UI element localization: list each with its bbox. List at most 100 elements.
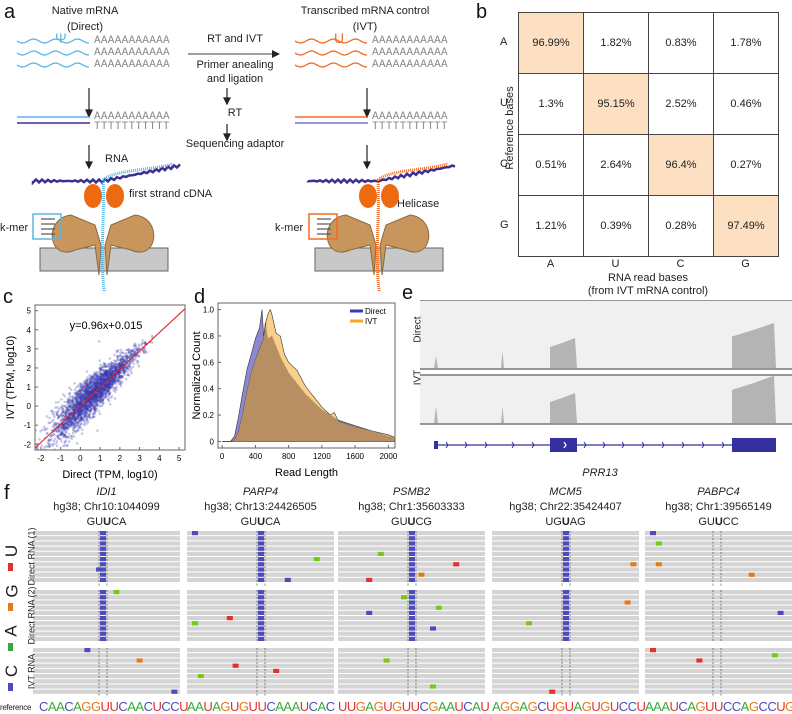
scatter-point bbox=[67, 400, 70, 404]
scatter-point bbox=[106, 383, 110, 387]
polya-tail: AAAAAAAAAAA bbox=[94, 47, 170, 59]
scatter-point bbox=[93, 382, 96, 385]
scatter-point bbox=[85, 384, 89, 387]
scatter-point bbox=[85, 403, 89, 406]
scatter-point bbox=[77, 389, 81, 393]
scatter-point bbox=[133, 343, 136, 347]
scatter-point bbox=[109, 363, 113, 366]
scatter-point bbox=[87, 403, 90, 407]
scatter-point bbox=[104, 365, 107, 368]
scatter-point bbox=[107, 383, 110, 386]
scatter-point bbox=[90, 390, 94, 393]
scatter-point bbox=[90, 398, 93, 402]
read bbox=[645, 541, 792, 546]
scatter-point bbox=[141, 349, 145, 352]
reference-sequence: AAAUCAGUUCCAGCCUG bbox=[645, 699, 792, 714]
scatter-point bbox=[107, 398, 110, 401]
overlap-area bbox=[222, 326, 395, 442]
scatter-point bbox=[80, 413, 84, 416]
scatter-point bbox=[86, 387, 90, 390]
scatter-point bbox=[93, 376, 97, 379]
scatter-point bbox=[75, 424, 79, 427]
scatter-point bbox=[97, 382, 100, 385]
scatter-point bbox=[126, 370, 129, 373]
scatter-point bbox=[111, 378, 115, 382]
scatter-point bbox=[81, 394, 85, 397]
scatter-point bbox=[57, 409, 60, 413]
read bbox=[645, 679, 792, 684]
scatter-point bbox=[73, 416, 76, 419]
scatter-point bbox=[94, 383, 98, 386]
scatter-point bbox=[93, 395, 96, 399]
scatter-point bbox=[103, 378, 106, 382]
scatter-point bbox=[96, 404, 99, 408]
scatter-point bbox=[123, 370, 126, 373]
scatter-point bbox=[99, 394, 102, 397]
scatter-point bbox=[86, 391, 89, 395]
scatter-point bbox=[75, 395, 78, 398]
mismatch bbox=[650, 531, 656, 536]
scatter-point bbox=[80, 399, 84, 402]
scatter-point bbox=[143, 340, 147, 343]
scatter-point bbox=[83, 380, 86, 383]
scatter-point bbox=[85, 404, 88, 408]
scatter-point bbox=[115, 367, 119, 370]
scatter-point bbox=[97, 392, 101, 396]
read bbox=[338, 668, 485, 673]
scatter-point bbox=[85, 400, 89, 404]
scatter-point bbox=[84, 382, 88, 386]
scatter-point bbox=[69, 420, 72, 424]
scatter-point bbox=[95, 376, 99, 379]
scatter-point bbox=[85, 385, 88, 388]
scatter-point bbox=[82, 409, 85, 413]
scatter-point bbox=[79, 408, 83, 411]
scatter-point bbox=[116, 379, 120, 382]
scatter-point bbox=[100, 395, 103, 399]
scatter-point bbox=[90, 391, 94, 395]
scatter-point bbox=[87, 378, 91, 381]
scatter-point bbox=[93, 393, 96, 397]
scatter-point bbox=[97, 379, 100, 382]
scatter-point bbox=[84, 403, 87, 407]
scatter-point bbox=[75, 401, 78, 404]
scatter-point bbox=[67, 405, 70, 408]
strand-arrow-icon bbox=[464, 441, 468, 449]
scatter-point bbox=[83, 403, 87, 407]
scatter-point bbox=[71, 423, 74, 426]
scatter-point bbox=[84, 390, 88, 394]
scatter-point bbox=[92, 394, 96, 398]
scatter-point bbox=[119, 362, 123, 365]
scatter-point bbox=[91, 384, 95, 387]
scatter-point bbox=[93, 405, 97, 409]
scatter-point bbox=[75, 395, 79, 398]
scatter-point bbox=[70, 421, 74, 424]
scatter-point bbox=[68, 416, 72, 419]
scatter-point bbox=[98, 381, 101, 385]
modified-base-call bbox=[100, 557, 106, 562]
scatter-point bbox=[132, 344, 136, 348]
scatter-point bbox=[50, 409, 53, 413]
reference-base: A bbox=[47, 699, 57, 714]
scatter-point bbox=[73, 404, 76, 407]
scatter-point bbox=[64, 422, 68, 425]
scatter-point bbox=[92, 383, 96, 387]
scatter-point bbox=[102, 377, 105, 381]
scatter-point bbox=[98, 359, 102, 362]
reference-sequence: AGGAGCUGUAGUGUCCU bbox=[492, 699, 646, 714]
mrna-strand bbox=[16, 50, 90, 56]
polya-tail: AAAAAAAAAAA bbox=[372, 111, 448, 123]
modified-base-call bbox=[409, 531, 415, 536]
scatter-point bbox=[100, 382, 103, 386]
scatter-point bbox=[119, 351, 122, 355]
scatter-point bbox=[63, 423, 66, 427]
reference-base: A bbox=[291, 699, 301, 714]
scatter-point bbox=[117, 363, 120, 367]
x-tick-label: 1 bbox=[98, 454, 103, 463]
scatter-point bbox=[83, 394, 86, 397]
read bbox=[645, 536, 792, 541]
scatter-point bbox=[96, 382, 99, 385]
scatter-point bbox=[105, 374, 109, 377]
scatter-point bbox=[73, 416, 77, 420]
scatter-point bbox=[103, 379, 106, 382]
scatter-point bbox=[69, 422, 72, 425]
